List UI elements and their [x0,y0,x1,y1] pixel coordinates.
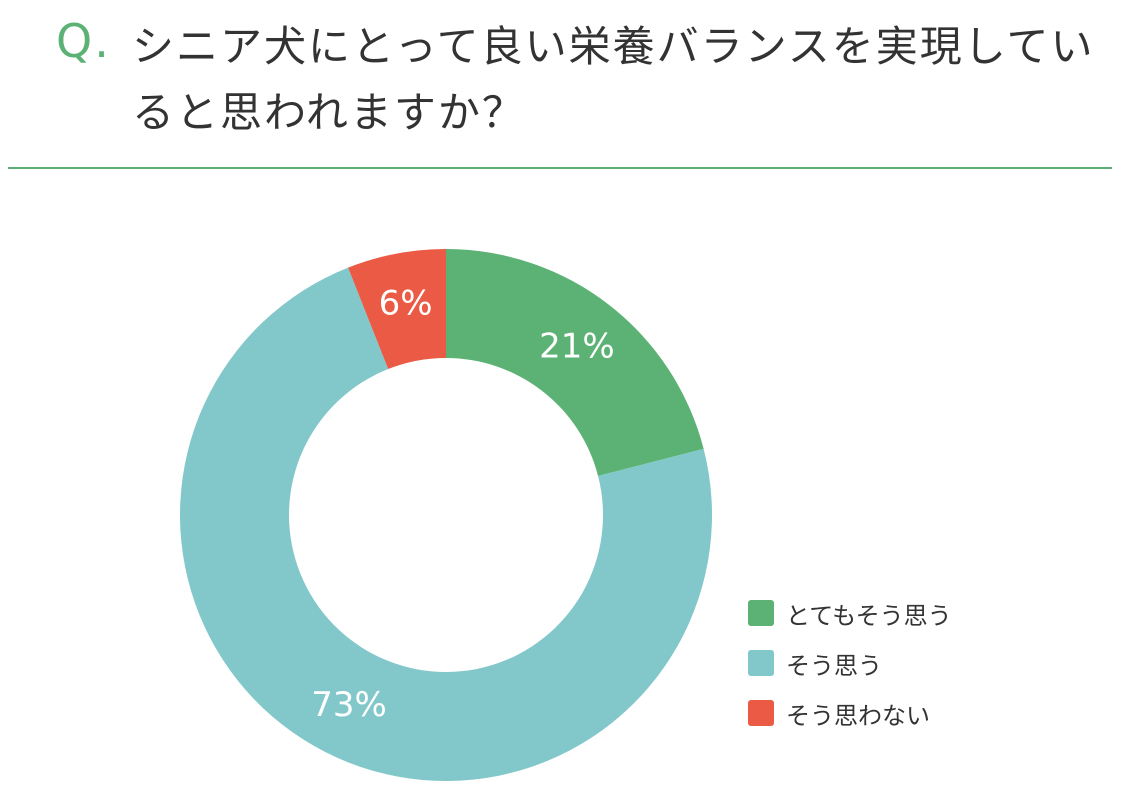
chart-legend: とてもそう思う そう思う そう思わない [748,588,952,738]
legend-swatch-disagree [748,700,774,726]
donut-slice-agree [180,267,713,781]
donut-slice-very-much [446,249,704,476]
legend-label-disagree: そう思わない [786,701,930,730]
donut-slice-disagree [348,249,446,370]
question-marker: Q. [56,14,111,68]
legend-swatch-agree [748,650,774,676]
legend-swatch-very-much [748,600,774,626]
legend-label-agree: そう思う [786,651,882,680]
legend-label-very-much: とてもそう思う [786,601,952,630]
legend-item-disagree: そう思わない [748,688,952,738]
donut-label-agree: 73% [311,685,387,725]
donut-label-very-much: 21% [539,326,615,366]
donut-label-disagree: 6% [379,283,433,323]
header-divider [8,167,1112,169]
legend-item-very-much: とてもそう思う [748,588,952,638]
legend-item-agree: そう思う [748,638,952,688]
question-title: シニア犬にとって良い栄養バランスを実現していると思われますか？ [132,22,1095,137]
